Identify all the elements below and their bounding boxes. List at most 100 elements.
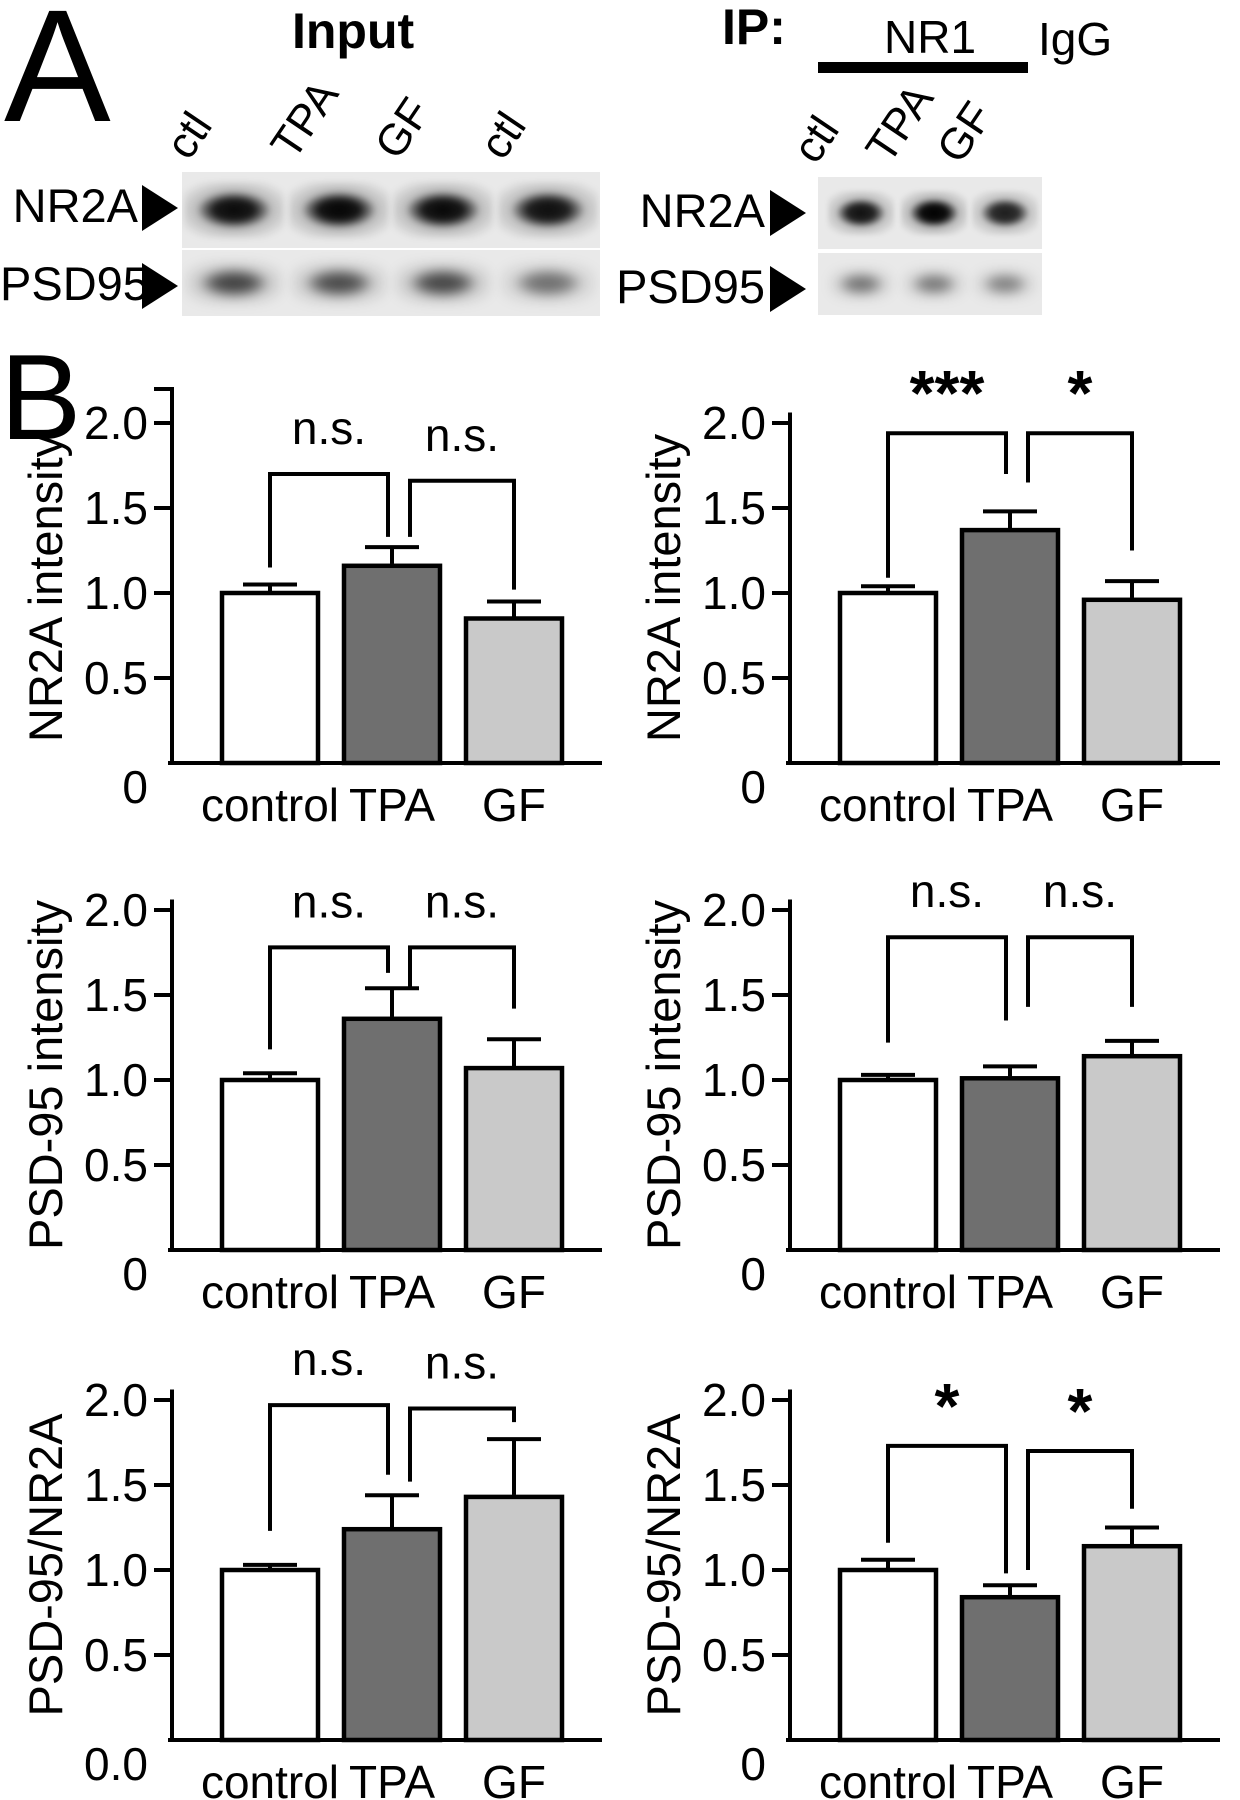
blot-band-input-PSD95-0 <box>186 261 282 305</box>
panel-a-label: A <box>4 0 111 155</box>
y-tick-label-0.5: 0.5 <box>84 1139 148 1191</box>
blot-row-label-ip-PSD95: PSD95 <box>616 260 765 313</box>
y-tick-label-2.0: 2.0 <box>84 884 148 936</box>
y-tick-label-0.5: 0.5 <box>702 652 766 704</box>
x-tick-label-GF: GF <box>1100 1266 1164 1318</box>
y-tick-label-2.0: 2.0 <box>84 397 148 449</box>
x-tick-label-TPA: TPA <box>349 1756 435 1800</box>
y-tick-label-0: 0 <box>740 1248 766 1300</box>
significance-label-0: * <box>935 1370 960 1442</box>
significance-label-1: n.s. <box>425 409 499 461</box>
panel-b-label: B <box>0 329 82 465</box>
blot-strip-input-PSD95 <box>182 250 600 316</box>
lane-label-ip-0: ctl <box>783 107 849 172</box>
y-tick-label-2.0: 2.0 <box>84 1374 148 1426</box>
error-bar-TPA <box>365 1493 419 1528</box>
right-triangle-icon <box>142 263 178 309</box>
significance-bracket-0 <box>268 1403 390 1531</box>
x-tick-label-GF: GF <box>482 779 546 831</box>
error-bar-control <box>861 1072 915 1078</box>
error-bar-control <box>861 584 915 591</box>
bar-control <box>837 1077 939 1253</box>
significance-bracket-1 <box>408 478 516 590</box>
error-bar-TPA <box>983 1583 1037 1596</box>
error-bar-TPA <box>365 545 419 564</box>
bar-TPA <box>341 1526 443 1743</box>
x-tick-label-GF: GF <box>1100 779 1164 831</box>
y-axis-title: PSD-95/NR2A <box>637 1413 690 1717</box>
igg-label: IgG <box>1038 13 1113 65</box>
x-tick-label-TPA: TPA <box>349 779 435 831</box>
y-axis-title: NR2A intensity <box>637 433 690 742</box>
x-tick-label-TPA: TPA <box>349 1266 435 1318</box>
y-tick-label-1.0: 1.0 <box>702 1054 766 1106</box>
bar-TPA <box>959 1076 1061 1253</box>
error-bar-GF <box>1105 1525 1159 1545</box>
blot-band-ip-PSD95-0 <box>829 267 893 301</box>
y-axis-title: PSD-95 intensity <box>637 899 690 1250</box>
bar-GF <box>1081 597 1183 766</box>
chart-input-ratio: 0.0 0.5 1.0 1.5 2.0 PSD-95/NR2A n.s. n.s. contro… <box>0 1307 622 1800</box>
y-tick-label-1.0: 1.0 <box>702 1544 766 1596</box>
x-tick-label-TPA: TPA <box>967 1756 1053 1800</box>
error-bar-TPA <box>983 1064 1037 1077</box>
significance-bracket-0 <box>886 431 1008 578</box>
blot-band-input-PSD95-3 <box>500 261 596 305</box>
blot-band-ip-NR2A-2 <box>972 191 1038 235</box>
error-bar-TPA <box>983 509 1037 529</box>
y-axis-title: PSD-95 intensity <box>19 899 72 1250</box>
blot-band-input-NR2A-2 <box>393 182 493 238</box>
significance-bracket-1 <box>408 1406 516 1482</box>
bar-control <box>837 1567 939 1743</box>
lane-label-input-2: GF <box>365 89 441 168</box>
x-tick-label-TPA: TPA <box>967 1266 1053 1318</box>
error-bar-GF <box>487 1037 541 1067</box>
error-bar-TPA <box>365 986 419 1017</box>
significance-label-0: n.s. <box>292 1333 366 1385</box>
blot-row-label-input-NR2A: NR2A <box>12 179 138 232</box>
error-bar-control <box>243 1562 297 1568</box>
y-tick-label-1.5: 1.5 <box>702 482 766 534</box>
y-tick-label-2.0: 2.0 <box>702 1374 766 1426</box>
significance-label-1: n.s. <box>425 875 499 927</box>
error-bar-GF <box>487 1437 541 1495</box>
significance-bracket-0 <box>268 472 390 568</box>
bar-GF <box>463 1494 565 1743</box>
chart-input-psd95: 0 0.5 1.0 1.5 2.0 PSD-95 intensity n.s. n.s. con… <box>0 817 622 1318</box>
y-tick-label-0: 0 <box>740 761 766 813</box>
significance-label-1: * <box>1068 357 1093 429</box>
blot-strip-input-NR2A <box>182 172 600 248</box>
error-bar-GF <box>1105 579 1159 598</box>
significance-bracket-0 <box>886 935 1008 1043</box>
blot-band-input-NR2A-0 <box>184 182 284 238</box>
chart-ip-ratio: 0 0.5 1.0 1.5 2.0 PSD-95/NR2A * * control TPA GF <box>618 1307 1240 1800</box>
y-tick-label-0: 0 <box>740 1738 766 1790</box>
significance-label-1: n.s. <box>1043 865 1117 917</box>
lane-label-ip-1: TPA <box>856 75 944 172</box>
x-tick-label-control: control <box>819 1266 957 1318</box>
y-tick-label-0.5: 0.5 <box>702 1629 766 1681</box>
chart-input-nr2a: 0 0.5 1.0 1.5 2.0 NR2A intensity n.s. n.s. contr… <box>0 330 622 831</box>
significance-bracket-0 <box>268 945 390 1050</box>
bar-TPA <box>341 1016 443 1253</box>
bar-TPA <box>959 1594 1061 1743</box>
significance-bracket-1 <box>1026 1449 1134 1570</box>
x-tick-label-control: control <box>201 779 339 831</box>
y-tick-label-1.5: 1.5 <box>84 482 148 534</box>
y-tick-label-1.5: 1.5 <box>702 1459 766 1511</box>
y-tick-label-0: 0 <box>122 761 148 813</box>
y-tick-label-1.5: 1.5 <box>702 969 766 1021</box>
x-tick-label-control: control <box>819 779 957 831</box>
x-tick-label-control: control <box>201 1266 339 1318</box>
significance-label-0: n.s. <box>910 865 984 917</box>
significance-bracket-1 <box>1026 935 1134 1007</box>
bar-control <box>219 590 321 766</box>
chart-ip-psd95: 0 0.5 1.0 1.5 2.0 PSD-95 intensity n.s. n.s. con… <box>618 817 1240 1318</box>
bar-control <box>219 1567 321 1743</box>
lane-label-input-3: ctl <box>470 103 536 168</box>
